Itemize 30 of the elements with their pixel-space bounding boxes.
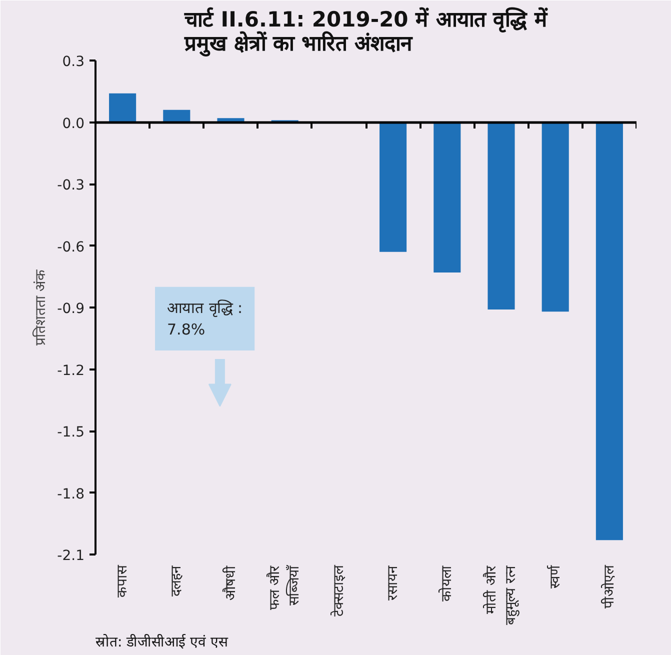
x-tick-label: टेक्सटाइल xyxy=(330,564,347,616)
x-tick-label: फल और सब्जियाँ xyxy=(266,564,302,610)
y-axis-title: प्रतिशतता अंक xyxy=(32,269,50,346)
bar xyxy=(163,110,190,122)
y-tick-label: -1.8 xyxy=(57,486,85,502)
x-tick-label: कपास xyxy=(114,564,131,598)
bar xyxy=(109,93,136,122)
y-tick-label: -0.6 xyxy=(57,239,85,256)
y-tick-label: -2.1 xyxy=(57,548,85,564)
bar xyxy=(488,122,515,310)
y-tick-label: -0.9 xyxy=(57,301,85,317)
y-tick-label: -1.5 xyxy=(57,424,85,440)
y-tick-label: 0.0 xyxy=(62,116,84,132)
bar xyxy=(434,122,461,273)
x-tick-label: कोयला xyxy=(438,566,456,602)
y-tick-label: 0.3 xyxy=(62,54,84,70)
chart-title: चार्ट II.6.11: 2019-20 में आयात वृद्धि में प्रमुख क्षेत्रों का भारित अंशदान xyxy=(183,6,549,58)
bar xyxy=(542,122,569,312)
y-tick-label: -0.3 xyxy=(57,178,85,194)
x-tick-label: पीओएल xyxy=(600,564,618,608)
bar xyxy=(380,122,407,252)
x-tick-label: मोती और बहुमूल्य रत्न xyxy=(482,565,520,625)
bar xyxy=(596,122,623,540)
annotation: आयात वृद्धि : 7.8% xyxy=(167,298,243,339)
x-tick-label: स्वर्ण xyxy=(546,564,564,588)
y-tick-label: -1.2 xyxy=(57,362,85,379)
x-tick-label: दलहन xyxy=(168,566,185,596)
x-tick-label: औषधी xyxy=(222,566,239,600)
text: स्रोत: डीजीसीआई एवं एस xyxy=(96,634,229,650)
x-tick-label: रसायन xyxy=(385,566,402,600)
